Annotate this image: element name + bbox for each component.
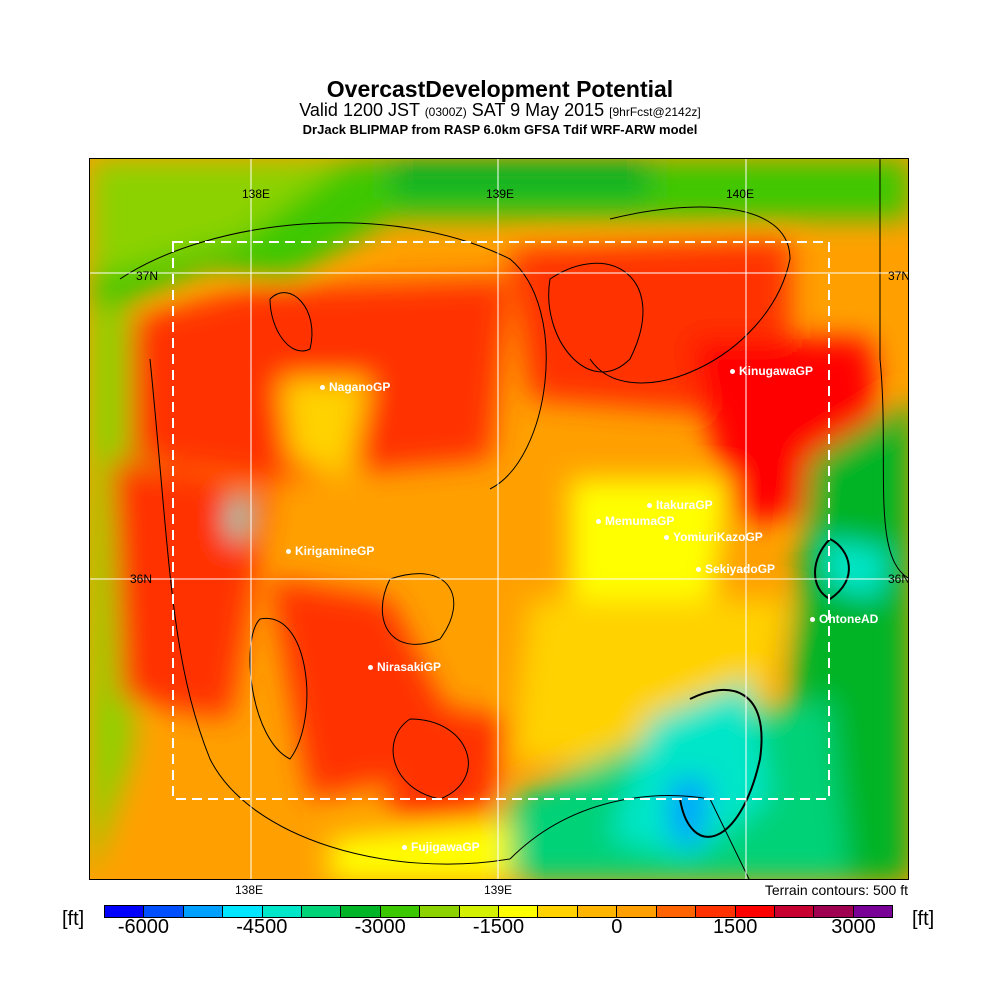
bottom-lon-label-138: 138E (235, 883, 264, 897)
bottom-lon-label-139: 139E (484, 883, 513, 897)
colorbar-swatch (617, 906, 657, 917)
station-sekiyado: SekiyadoGP (696, 562, 775, 576)
station-nagano: NaganoGP (320, 380, 390, 394)
colorbar-tick-label: -4500 (236, 916, 288, 938)
colorbar-swatch (223, 906, 263, 917)
colorbar-swatch (183, 906, 224, 917)
colorbar-tick-label: 1500 (712, 916, 758, 938)
inner-domain-box (172, 241, 830, 800)
colorbar (104, 905, 893, 918)
chart-title: OvercastDevelopment Potential (326, 76, 674, 102)
colorbar-swatch (696, 906, 736, 917)
colorbar-swatch (735, 906, 775, 917)
lat-label-36-right: 36N (888, 572, 909, 586)
colorbar-swatch (380, 906, 421, 917)
valid-date: SAT 9 May 2015 (471, 100, 605, 120)
station-fujigawa: FujigawaGP (402, 840, 480, 854)
colorbar-swatch (499, 906, 539, 917)
colorbar-swatch (302, 906, 342, 917)
station-nirasaki: NirasakiGP (368, 660, 441, 674)
station-kirigamine: KirigamineGP (286, 544, 374, 558)
colorbar-swatch (144, 906, 184, 917)
colorbar-tick-label: 0 (611, 916, 623, 938)
lon-label-139: 139E (486, 187, 515, 201)
colorbar-tick-label: -1500 (472, 916, 525, 938)
model-line: DrJack BLIPMAP from RASP 6.0km GFSA Tdif… (302, 122, 698, 137)
colorbar-tick-label: -6000 (117, 916, 170, 938)
map-fill (90, 159, 908, 879)
colorbar-swatch (656, 906, 697, 917)
colorbar-swatch (420, 906, 460, 917)
lon-label-140: 140E (726, 187, 755, 201)
terrain-contours (119, 159, 908, 879)
colorbar-swatch (262, 906, 303, 917)
lat-label-37-left: 37N (136, 269, 159, 283)
colorbar-swatch (538, 906, 578, 917)
colorbar-swatch (105, 906, 145, 917)
lat-label-36-left: 36N (130, 572, 153, 586)
terrain-contour-note: Terrain contours: 500 ft (764, 882, 908, 898)
lat-label-37-right: 37N (888, 269, 909, 283)
map-plot: 138E 139E 140E 37N 37N 36N 36N NaganoGP … (89, 158, 909, 880)
station-ohtone: OhtoneAD (810, 612, 878, 626)
colorbar-swatch (459, 906, 500, 917)
valid-local: Valid 1200 JST (299, 100, 420, 120)
forecast-info: [9hrFcst@2142z] (609, 105, 701, 119)
valid-utc: (0300Z) (424, 105, 467, 119)
colorbar-unit-right: [ft] (912, 908, 935, 930)
colorbar-swatch (341, 906, 381, 917)
lat-lon-grid (90, 159, 908, 879)
colorbar-tick-label: 3000 (831, 916, 876, 938)
colorbar-swatch (814, 906, 854, 917)
station-itakura: ItakuraGP (647, 498, 713, 512)
colorbar-unit-left: [ft] (62, 908, 85, 930)
colorbar-swatch (577, 906, 618, 917)
valid-time: Valid 1200 JST (0300Z) SAT 9 May 2015 [9… (0, 100, 1000, 121)
station-kinugawa: KinugawaGP (730, 364, 813, 378)
lon-label-138: 138E (242, 187, 271, 201)
station-yomiurikazo: YomiuriKazoGP (664, 530, 763, 544)
colorbar-swatch (774, 906, 815, 917)
station-memuma: MemumaGP (596, 514, 674, 528)
colorbar-swatch (853, 906, 893, 917)
colorbar-tick-label: -3000 (354, 916, 406, 938)
